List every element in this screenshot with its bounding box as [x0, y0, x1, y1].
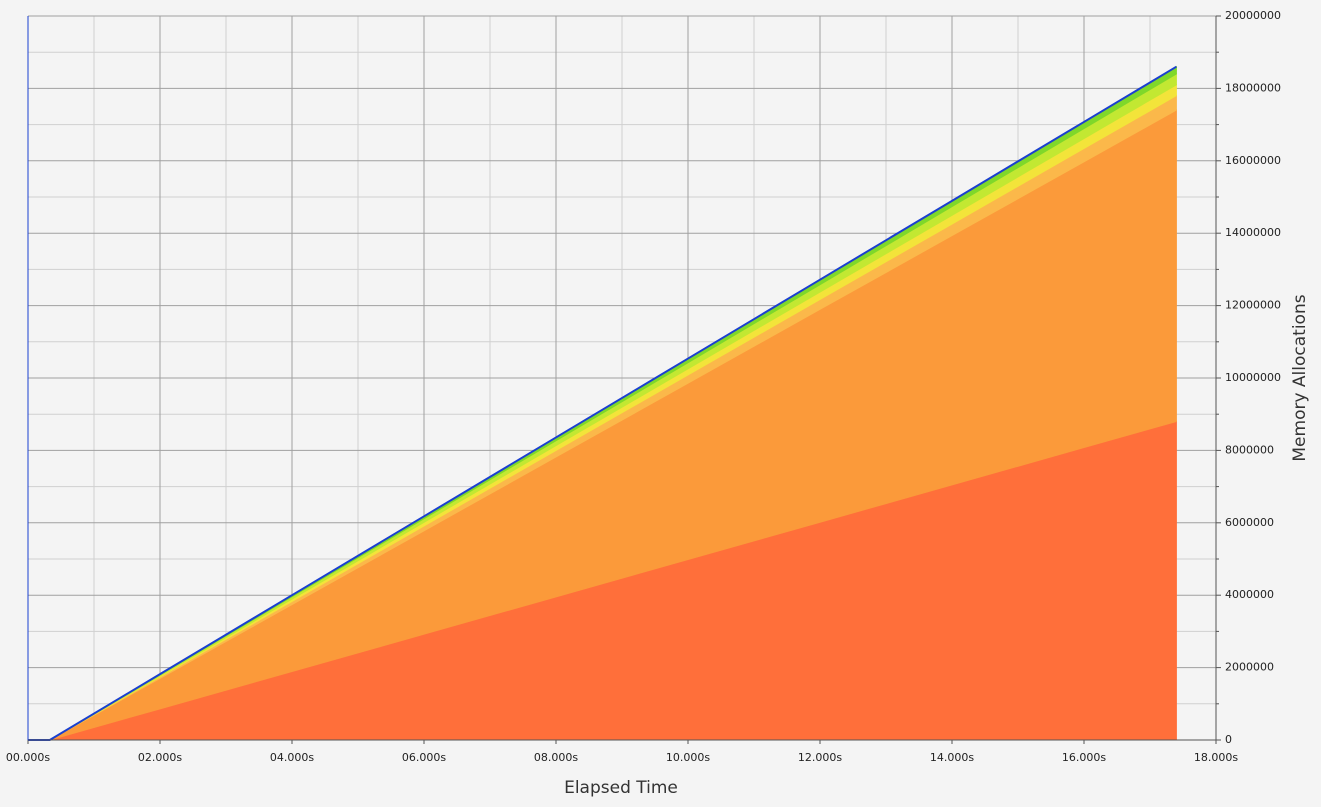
- x-tick-label: 12.000s: [798, 751, 842, 764]
- outline: [28, 65, 1177, 741]
- y-tick-label: 12000000: [1225, 299, 1281, 312]
- y-axis-title: Memory Allocations: [1290, 294, 1310, 461]
- x-tick-label: 10.000s: [666, 751, 710, 764]
- y-tick-label: 0: [1225, 733, 1232, 746]
- x-tick-label: 08.000s: [534, 751, 578, 764]
- y-tick-label: 16000000: [1225, 154, 1281, 167]
- y-tick-label: 14000000: [1225, 226, 1281, 239]
- x-tick-label: 04.000s: [270, 751, 314, 764]
- x-tick-label: 02.000s: [138, 751, 182, 764]
- y-tick-label: 20000000: [1225, 9, 1281, 22]
- y-tick-label: 18000000: [1225, 81, 1281, 94]
- y-tick-label: 8000000: [1225, 443, 1274, 456]
- x-tick-label: 16.000s: [1062, 751, 1106, 764]
- x-tick-label: 00.000s: [6, 751, 50, 764]
- x-tick-label: 18.000s: [1194, 751, 1238, 764]
- y-tick-label: 10000000: [1225, 371, 1281, 384]
- x-tick-label: 06.000s: [402, 751, 446, 764]
- x-tick-label: 14.000s: [930, 751, 974, 764]
- y-tick-label: 4000000: [1225, 588, 1274, 601]
- y-tick-label: 2000000: [1225, 661, 1274, 674]
- x-axis-title: Elapsed Time: [564, 778, 678, 798]
- y-tick-label: 6000000: [1225, 516, 1274, 529]
